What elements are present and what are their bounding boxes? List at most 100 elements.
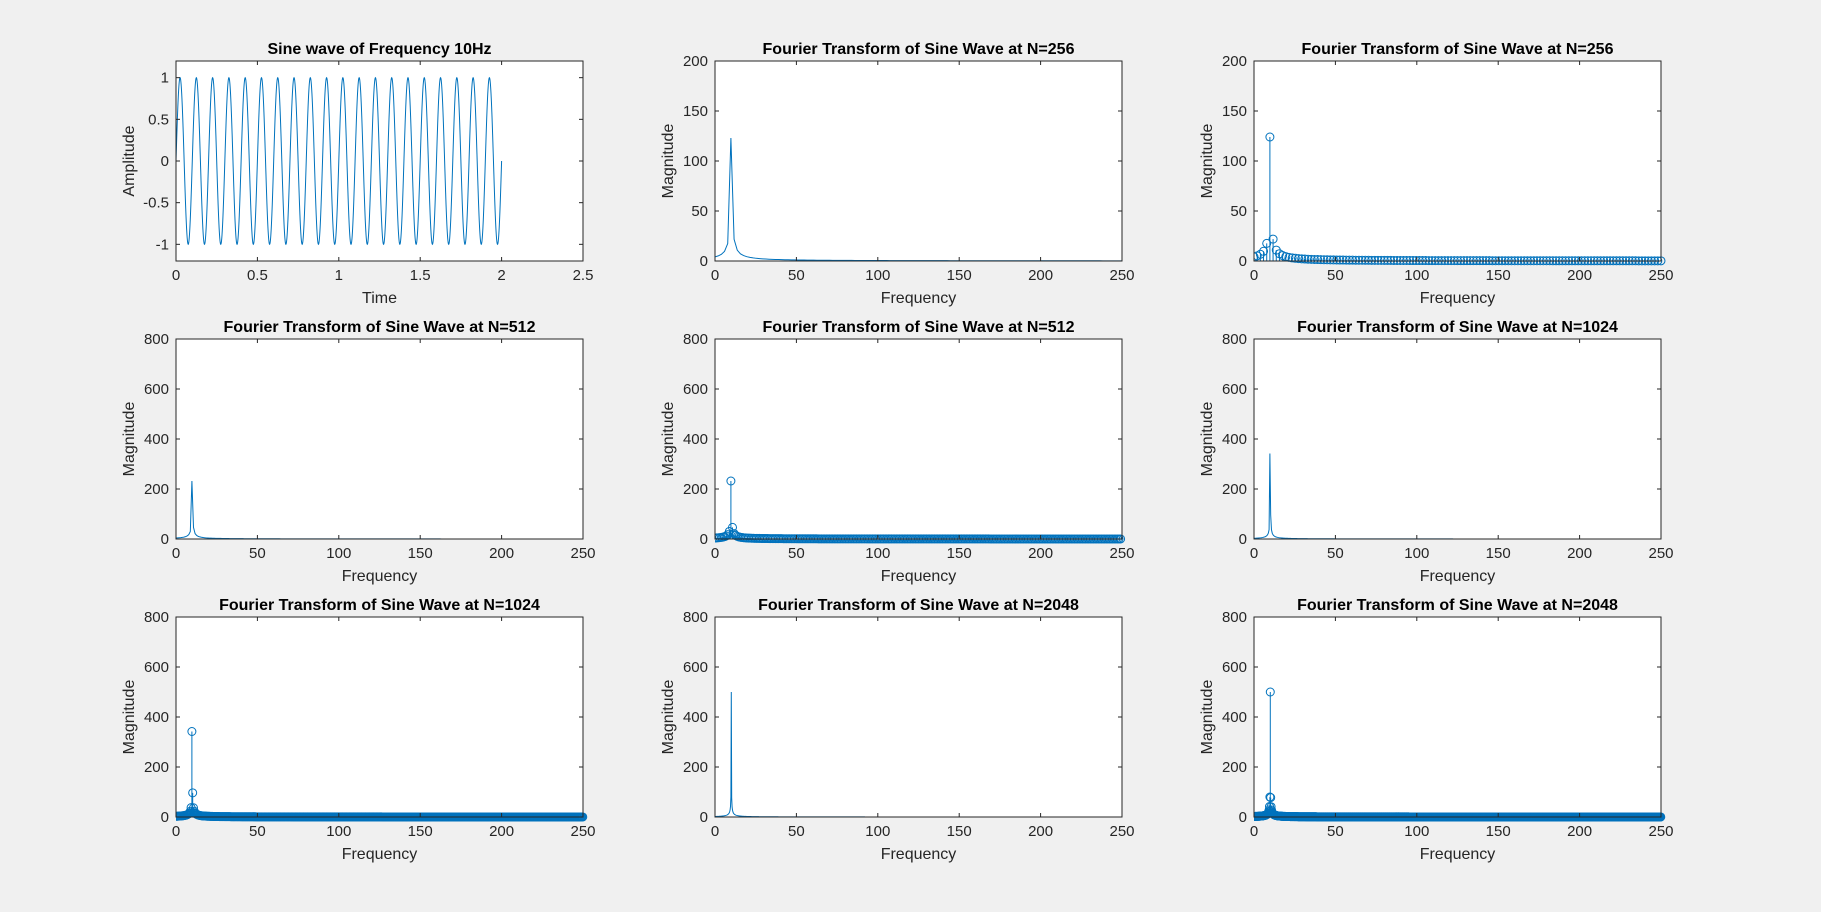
chart-title: Sine wave of Frequency 10Hz — [267, 41, 491, 58]
x-tick-label: 150 — [1486, 267, 1511, 284]
y-tick-label: 0 — [700, 531, 708, 548]
x-tick-label: 0 — [711, 545, 719, 562]
chart-title: Fourier Transform of Sine Wave at N=256 — [763, 41, 1075, 58]
x-axis-label: Time — [362, 290, 397, 307]
x-tick-label: 100 — [865, 823, 890, 840]
x-tick-label: 50 — [788, 545, 805, 562]
y-tick-label: -1 — [156, 236, 169, 253]
y-tick-label: 600 — [683, 381, 708, 398]
y-tick-label: 200 — [683, 481, 708, 498]
x-tick-label: 150 — [947, 545, 972, 562]
x-tick-label: 200 — [489, 545, 514, 562]
x-tick-label: 200 — [1567, 267, 1592, 284]
x-tick-label: 0 — [172, 823, 180, 840]
x-tick-label: 0 — [711, 267, 719, 284]
subplot-1: 0 0.5 1 1.5 2 2.5 -1 -0.5 0 0.5 1 Sine wave of Freq… — [121, 41, 593, 307]
stem-marker — [1306, 254, 1316, 264]
stem-marker — [1392, 255, 1402, 265]
x-tick-label: 150 — [1486, 823, 1511, 840]
x-tick-label: 150 — [408, 823, 433, 840]
chart-title: Fourier Transform of Sine Wave at N=1024 — [1297, 319, 1618, 336]
x-tick-label: 150 — [408, 545, 433, 562]
x-tick-label: 200 — [1028, 267, 1053, 284]
x-tick-label: 0 — [172, 267, 180, 284]
stem-marker — [187, 727, 197, 736]
series-group — [176, 76, 503, 246]
x-tick-label: 0 — [1250, 823, 1258, 840]
x-axis-label: Frequency — [1420, 568, 1496, 585]
x-tick-label: 2 — [497, 267, 505, 284]
plot-area — [1254, 617, 1661, 817]
x-tick-label: 100 — [865, 267, 890, 284]
x-tick-label: 50 — [1327, 823, 1344, 840]
chart-title: Fourier Transform of Sine Wave at N=1024 — [219, 597, 540, 614]
stem-marker — [721, 531, 731, 541]
stem-marker — [1316, 255, 1326, 265]
stem-marker — [1354, 255, 1364, 265]
plot-area — [715, 617, 1122, 817]
chart-title: Fourier Transform of Sine Wave at N=256 — [1302, 41, 1614, 58]
x-tick-label: 200 — [1028, 823, 1053, 840]
stem-marker — [1322, 255, 1332, 265]
x-tick-label: 50 — [1327, 267, 1344, 284]
stem-marker — [1373, 255, 1383, 265]
y-tick-label: 0 — [161, 809, 169, 826]
chart-title: Fourier Transform of Sine Wave at N=512 — [224, 319, 536, 336]
stem-marker — [1313, 255, 1323, 265]
y-tick-label: 200 — [1222, 53, 1247, 70]
stem-marker — [188, 788, 198, 798]
x-tick-label: 250 — [1109, 823, 1134, 840]
x-tick-label: 200 — [1028, 545, 1053, 562]
y-tick-label: 50 — [691, 203, 708, 220]
stem-marker — [1265, 687, 1275, 697]
y-tick-label: 600 — [1222, 659, 1247, 676]
x-tick-label: 50 — [788, 823, 805, 840]
y-tick-label: 200 — [683, 53, 708, 70]
x-tick-label: 250 — [570, 823, 595, 840]
y-axis-label: Magnitude — [660, 680, 677, 755]
stem-marker — [1357, 255, 1367, 265]
y-tick-label: 0.5 — [148, 111, 169, 128]
x-tick-label: 0 — [1250, 545, 1258, 562]
y-axis-label: Magnitude — [660, 124, 677, 199]
x-tick-label: 200 — [1567, 545, 1592, 562]
stem-marker — [726, 476, 736, 486]
y-tick-label: 200 — [1222, 759, 1247, 776]
y-tick-label: 1 — [161, 70, 169, 87]
x-tick-label: 100 — [326, 823, 351, 840]
x-axis-label: Frequency — [342, 846, 418, 863]
x-tick-label: 200 — [489, 823, 514, 840]
stem-marker — [1344, 255, 1354, 265]
y-tick-label: 200 — [1222, 481, 1247, 498]
y-tick-label: 150 — [683, 103, 708, 120]
stem-marker — [1348, 255, 1358, 265]
y-tick-label: 100 — [1222, 153, 1247, 170]
sine-wave-line — [176, 76, 503, 246]
y-tick-label: 800 — [1222, 331, 1247, 348]
y-tick-label: 400 — [144, 709, 169, 726]
x-tick-label: 50 — [249, 823, 266, 840]
stem-marker — [1379, 255, 1389, 265]
x-tick-label: 1 — [335, 267, 343, 284]
x-tick-label: 100 — [865, 545, 890, 562]
y-tick-label: 0 — [1239, 253, 1247, 270]
x-tick-label: 250 — [1648, 823, 1673, 840]
x-tick-label: 100 — [1404, 267, 1429, 284]
stem-marker — [1363, 255, 1373, 265]
x-axis-label: Frequency — [1420, 846, 1496, 863]
y-axis-label: Magnitude — [1199, 402, 1216, 477]
chart-title: Fourier Transform of Sine Wave at N=2048 — [758, 597, 1079, 614]
x-axis-label: Frequency — [881, 846, 957, 863]
y-tick-label: 200 — [144, 481, 169, 498]
x-axis-label: Frequency — [1420, 290, 1496, 307]
y-axis-label: Amplitude — [121, 125, 138, 196]
y-tick-label: 600 — [144, 381, 169, 398]
y-tick-label: -0.5 — [143, 195, 169, 212]
stem-marker — [1402, 255, 1412, 265]
stem-marker — [1351, 255, 1361, 265]
stem-marker — [1341, 255, 1351, 265]
y-axis-label: Magnitude — [1199, 124, 1216, 199]
plot-area — [176, 339, 583, 539]
y-tick-label: 400 — [144, 431, 169, 448]
y-tick-label: 200 — [144, 759, 169, 776]
